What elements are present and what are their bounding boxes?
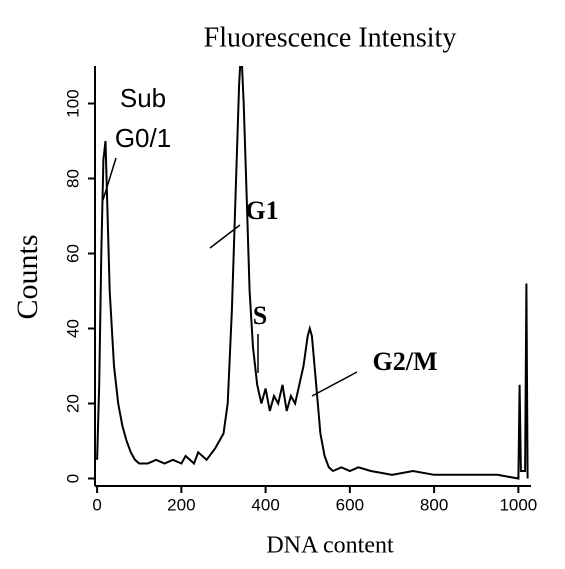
histogram-line <box>96 66 529 480</box>
annotation-pointer <box>102 157 117 201</box>
annotation: S <box>253 301 267 330</box>
annotation: Sub <box>120 83 166 113</box>
x-axis-label: DNA content <box>266 533 394 559</box>
x-tick-label: 600 <box>336 495 364 514</box>
x-tick-label: 400 <box>251 495 279 514</box>
x-tick-label: 0 <box>92 495 101 514</box>
y-tick-label: 60 <box>63 244 82 263</box>
x-tick-label: 800 <box>420 495 448 514</box>
x-tick-label: 200 <box>167 495 195 514</box>
annotation: G2/M <box>373 347 438 376</box>
x-tick-label: 1000 <box>499 495 537 514</box>
y-axis-label: Counts <box>11 234 44 319</box>
annotation-pointer <box>311 371 358 397</box>
annotation-pointer <box>209 224 241 249</box>
y-tick-label: 0 <box>63 474 82 483</box>
chart-title: Fluorescence Intensity <box>204 22 457 53</box>
y-tick-label: 100 <box>63 89 82 117</box>
annotation: G0/1 <box>115 123 171 153</box>
y-tick-label: 20 <box>63 394 82 413</box>
y-tick-label: 80 <box>63 169 82 188</box>
y-tick-label: 40 <box>63 319 82 338</box>
annotation: G1 <box>245 196 278 225</box>
